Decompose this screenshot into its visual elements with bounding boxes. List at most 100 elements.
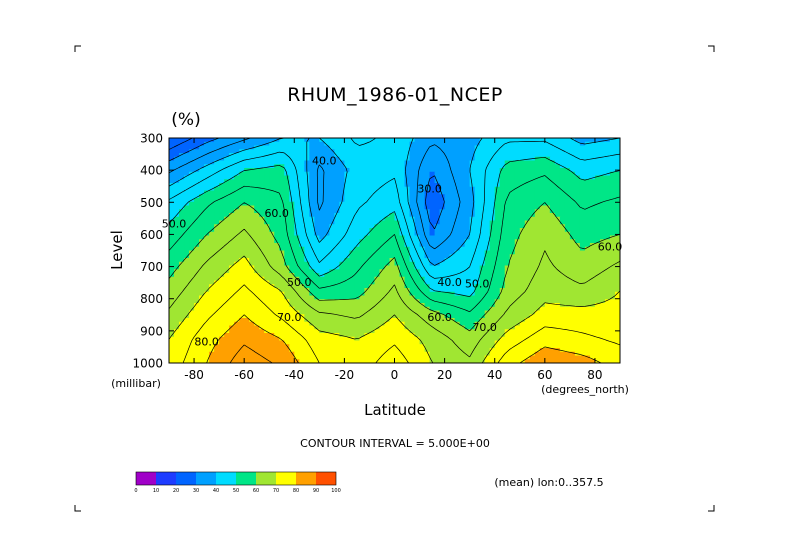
field-cell (189, 303, 195, 308)
field-cell (359, 258, 366, 263)
field-cell (329, 280, 335, 285)
field-cell (594, 216, 601, 222)
field-cell (594, 153, 601, 158)
field-cell (579, 333, 586, 338)
field-cell (414, 340, 421, 345)
field-cell (434, 235, 441, 240)
field-cell (299, 250, 305, 255)
field-cell (494, 336, 501, 342)
field-cell (474, 190, 481, 195)
field-cell (519, 171, 526, 177)
field-cell (274, 220, 280, 225)
field-cell (394, 269, 401, 274)
field-cell (324, 291, 330, 297)
field-cell (329, 344, 335, 349)
field-cell (599, 183, 606, 188)
field-cell (279, 265, 285, 270)
field-cell (174, 340, 180, 345)
field-cell (424, 276, 431, 282)
field-cell (484, 325, 491, 330)
field-cell (509, 220, 516, 225)
field-cell (364, 231, 371, 237)
field-cell (374, 138, 381, 143)
field-cell (214, 186, 220, 192)
field-cell (389, 291, 396, 297)
field-cell (584, 276, 591, 282)
field-cell (284, 340, 290, 345)
field-cell (329, 340, 335, 345)
field-cell (314, 333, 320, 338)
field-cell (479, 314, 486, 319)
field-cell (329, 153, 335, 158)
field-cell (314, 299, 320, 304)
field-cell (474, 284, 481, 289)
field-cell (179, 254, 185, 259)
field-cell (334, 258, 340, 263)
field-cell (464, 205, 471, 210)
field-cell (334, 333, 340, 338)
field-cell (434, 280, 441, 285)
field-cell (499, 198, 506, 203)
field-cell (394, 138, 401, 143)
field-cell (399, 303, 406, 308)
field-cell (179, 183, 185, 188)
field-cell (359, 333, 366, 338)
field-cell (389, 194, 396, 199)
field-cell (579, 299, 586, 304)
field-cell (554, 288, 561, 293)
field-cell (469, 220, 476, 225)
field-cell (299, 299, 305, 304)
field-cell (424, 333, 431, 338)
field-cell (584, 265, 591, 270)
field-cell (204, 186, 210, 192)
field-cell (409, 291, 416, 297)
field-cell (244, 269, 250, 274)
field-cell (189, 138, 195, 143)
field-cell (319, 231, 325, 237)
field-cell (434, 201, 441, 207)
field-cell (274, 175, 280, 180)
field-cell (569, 198, 576, 203)
field-cell (234, 254, 240, 259)
field-cell (554, 333, 561, 338)
field-cell (239, 224, 245, 229)
field-cell (334, 329, 340, 334)
field-cell (369, 194, 376, 199)
field-cell (229, 329, 235, 334)
field-cell (329, 194, 335, 199)
field-cell (594, 194, 601, 199)
field-cell (474, 325, 481, 330)
field-cell (394, 228, 401, 233)
field-cell (264, 288, 270, 293)
field-cell (399, 280, 406, 285)
field-cell (309, 205, 315, 210)
field-cell (514, 213, 521, 218)
field-cell (519, 183, 526, 188)
field-cell (439, 213, 446, 218)
field-cell (409, 273, 416, 278)
field-cell (579, 209, 586, 214)
field-cell (404, 284, 411, 289)
field-cell (344, 186, 350, 192)
field-cell (254, 138, 260, 143)
field-cell (554, 276, 561, 282)
field-cell (539, 280, 546, 285)
field-cell (534, 201, 541, 207)
field-cell (274, 333, 280, 338)
field-cell (539, 284, 546, 289)
field-cell (229, 276, 235, 282)
field-cell (524, 258, 531, 263)
field-cell (299, 205, 305, 210)
field-cell (594, 228, 601, 233)
field-cell (419, 250, 426, 255)
field-cell (454, 258, 461, 263)
field-cell (234, 291, 240, 297)
field-cell (269, 329, 275, 334)
field-cell (544, 329, 551, 334)
field-cell (264, 145, 270, 150)
field-cell (224, 273, 230, 278)
field-cell (294, 235, 300, 240)
field-cell (344, 246, 350, 252)
field-cell (444, 179, 451, 184)
field-cell (329, 258, 335, 263)
